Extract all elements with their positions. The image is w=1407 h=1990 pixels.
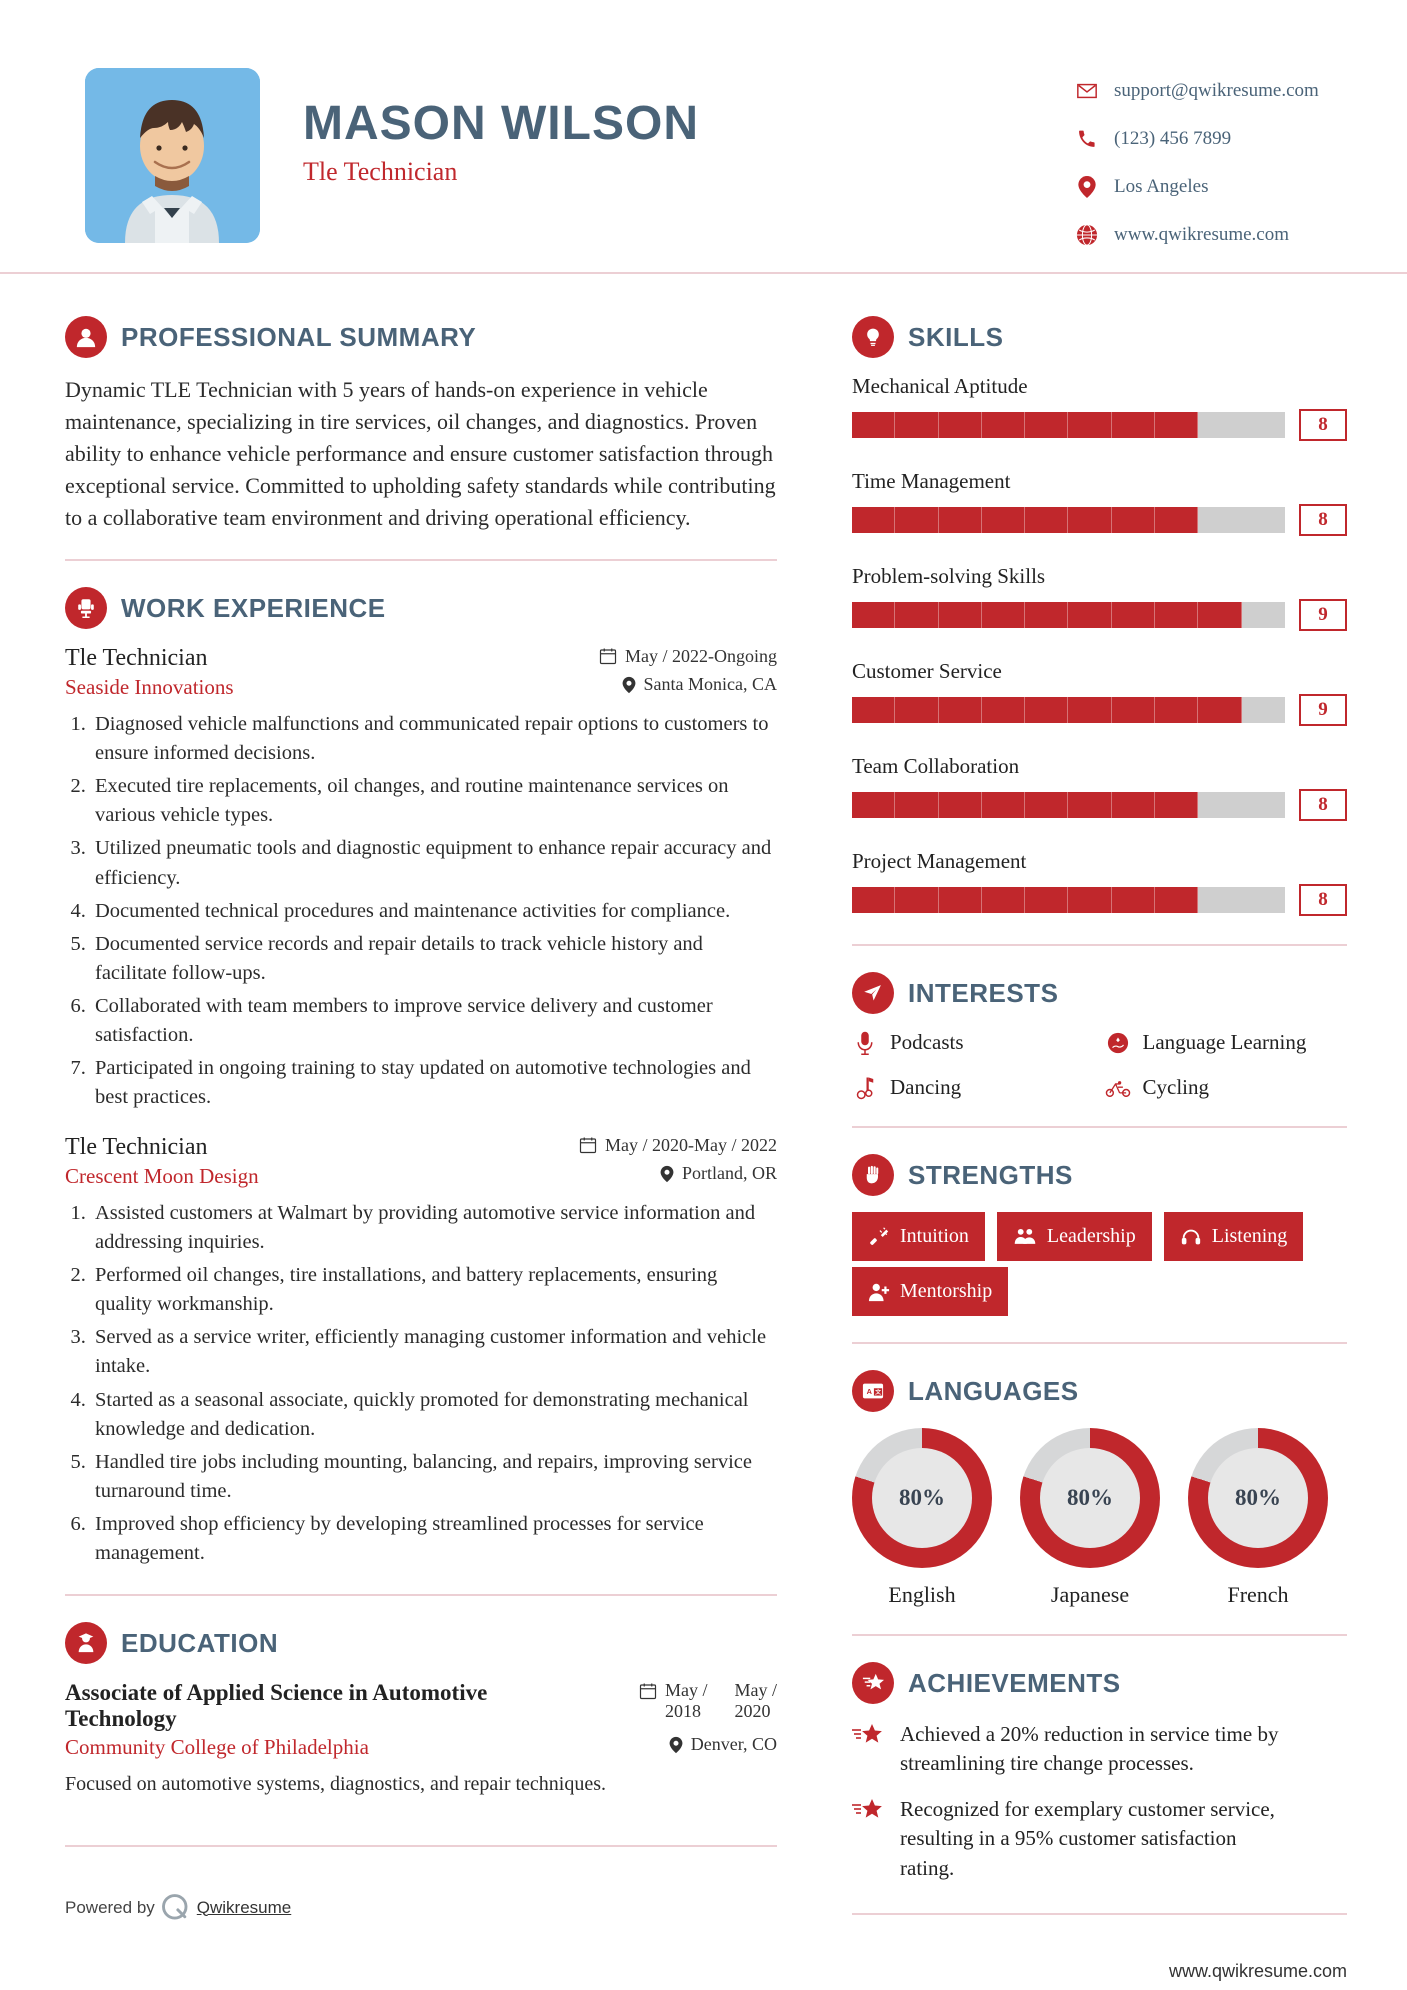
svg-text:A: A bbox=[867, 1387, 873, 1396]
svg-text:文: 文 bbox=[875, 1388, 881, 1396]
